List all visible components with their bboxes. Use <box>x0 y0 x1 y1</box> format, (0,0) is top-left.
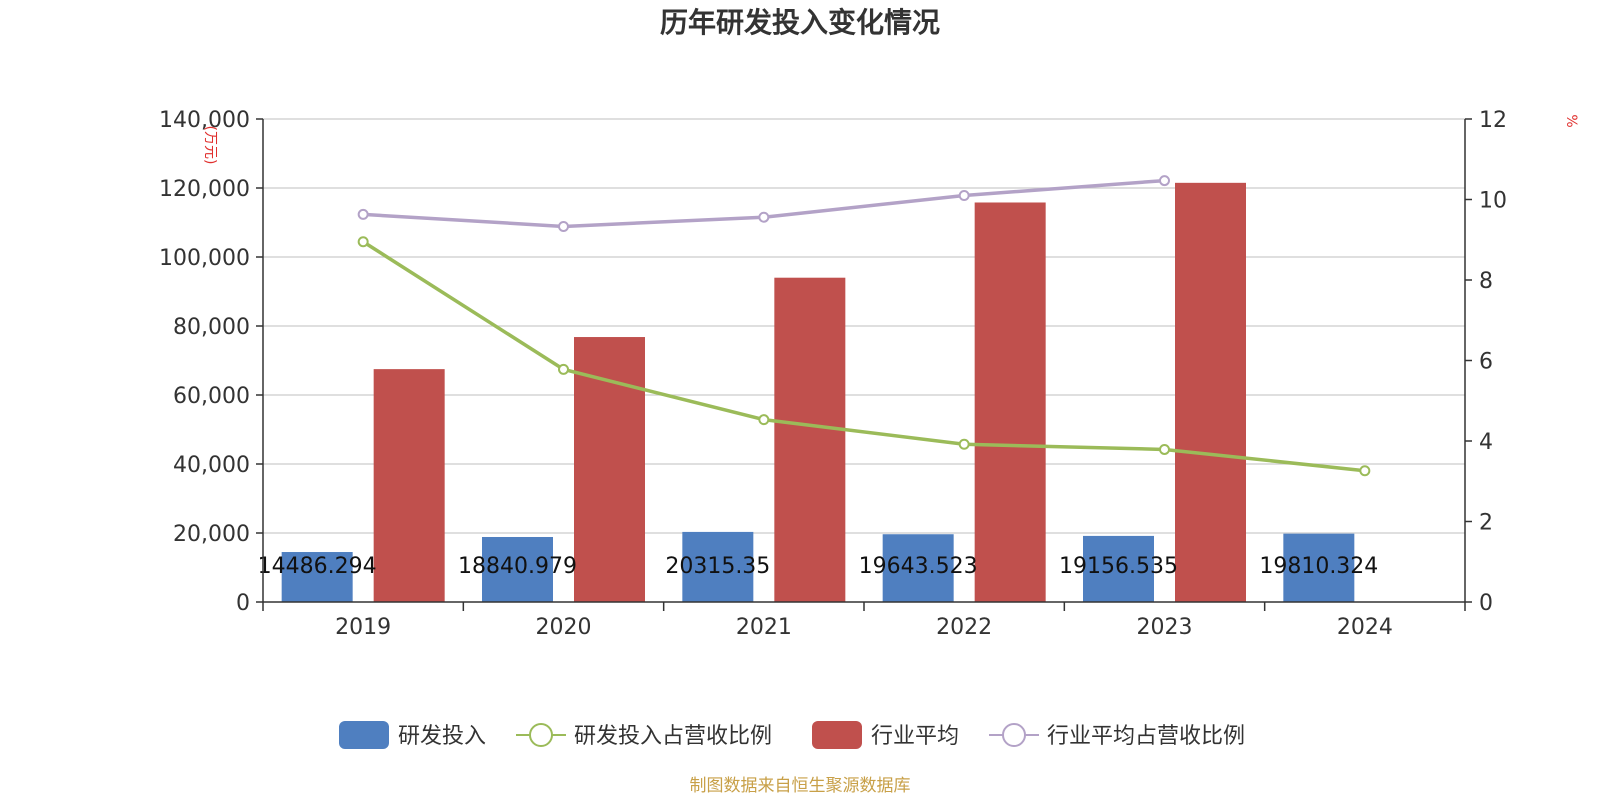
data-label-2023: 19156.535 <box>1059 554 1178 579</box>
data-label-2024: 19810.324 <box>1259 554 1378 579</box>
legend-item-行业平均[interactable]: 行业平均 <box>812 721 959 749</box>
right-tick-label: 0 <box>1479 591 1493 616</box>
x-tick-label: 2024 <box>1337 615 1393 640</box>
data-source-note: 制图数据来自恒生聚源数据库 <box>690 776 911 796</box>
bar-行业平均-2023 <box>1175 182 1246 602</box>
point-研发投入占营收比例-2020 <box>558 363 569 375</box>
point-研发投入占营收比例-2021 <box>758 414 770 426</box>
point-行业平均占营收比例-2020 <box>558 220 569 232</box>
chart-title: 历年研发投入变化情况 <box>660 6 940 39</box>
legend-swatch <box>339 721 389 749</box>
bar-行业平均-2019 <box>373 369 445 602</box>
left-tick-label: 140,000 <box>159 108 250 133</box>
point-研发投入占营收比例-2019 <box>357 236 369 248</box>
x-tick-label: 2022 <box>936 615 992 640</box>
point-研发投入占营收比例-2024 <box>1359 465 1371 477</box>
bar-研发投入-2024 <box>1283 533 1355 602</box>
right-tick-label: 6 <box>1479 350 1493 375</box>
point-研发投入占营收比例-2022 <box>958 438 970 450</box>
bar-行业平均-2020 <box>574 337 645 602</box>
bar-研发投入-2019 <box>281 552 353 602</box>
x-tick-label: 2019 <box>335 615 391 640</box>
legend[interactable]: 研发投入 研发投入占营收比例 行业平均 行业平均占营收比例 <box>339 721 1245 749</box>
point-行业平均占营收比例-2022 <box>958 189 970 201</box>
legend-swatch-marker <box>1002 723 1026 747</box>
left-tick-label: 0 <box>236 591 250 616</box>
right-tick-label: 4 <box>1479 430 1493 455</box>
data-label-2022: 19643.523 <box>859 554 978 579</box>
point-行业平均占营收比例-2023 <box>1159 175 1170 187</box>
bar-行业平均-2021 <box>774 277 846 602</box>
legend-item-研发投入占营收比例[interactable]: 研发投入占营收比例 <box>516 723 772 749</box>
legend-label: 行业平均占营收比例 <box>1047 724 1245 749</box>
line-marks <box>357 175 1371 477</box>
data-label-2020: 18840.979 <box>458 554 577 579</box>
right-tick-label: 12 <box>1479 108 1507 133</box>
axes: 0 20,000 40,000 60,000 80,000 100,000 120,000 1… <box>159 108 1507 640</box>
left-tick-label: 20,000 <box>173 522 250 547</box>
point-研发投入占营收比例-2023 <box>1159 443 1170 455</box>
line-研发投入占营收比例 <box>362 240 1366 473</box>
left-tick-label: 40,000 <box>173 453 250 478</box>
left-tick-label: 100,000 <box>159 246 250 271</box>
right-axis-unit-label: % <box>1563 114 1579 127</box>
left-tick-label: 80,000 <box>173 315 250 340</box>
legend-swatch <box>812 721 862 749</box>
right-tick-label: 8 <box>1479 269 1493 294</box>
right-tick-label: 10 <box>1479 189 1507 214</box>
legend-item-行业平均占营收比例[interactable]: 行业平均占营收比例 <box>989 723 1245 749</box>
bar-研发投入-2023 <box>1083 535 1154 602</box>
x-tick-label: 2020 <box>536 615 592 640</box>
grid-lines <box>263 118 1465 534</box>
legend-swatch-marker <box>529 723 553 747</box>
bar-行业平均-2022 <box>974 202 1046 603</box>
data-label-2021: 20315.35 <box>665 554 770 579</box>
data-labels: 14486.294 18840.979 20315.35 19643.523 19156… <box>258 554 1379 579</box>
data-label-2019: 14486.294 <box>258 554 377 579</box>
point-行业平均占营收比例-2019 <box>357 208 369 220</box>
point-行业平均占营收比例-2021 <box>758 211 770 223</box>
x-tick-label: 2023 <box>1137 615 1193 640</box>
bar-研发投入-2022 <box>882 534 954 602</box>
legend-label: 研发投入 <box>398 724 486 749</box>
legend-item-研发投入[interactable]: 研发投入 <box>339 721 486 749</box>
bar-marks <box>281 182 1355 603</box>
left-tick-label: 120,000 <box>159 177 250 202</box>
bar-研发投入-2021 <box>682 531 754 602</box>
legend-label: 研发投入占营收比例 <box>574 724 772 749</box>
left-tick-label: 60,000 <box>173 384 250 409</box>
x-tick-label: 2021 <box>736 615 792 640</box>
legend-label: 行业平均 <box>871 724 959 749</box>
left-axis-unit-label: (万元) <box>202 126 218 165</box>
right-tick-label: 2 <box>1479 511 1493 536</box>
bar-研发投入-2020 <box>482 536 553 602</box>
